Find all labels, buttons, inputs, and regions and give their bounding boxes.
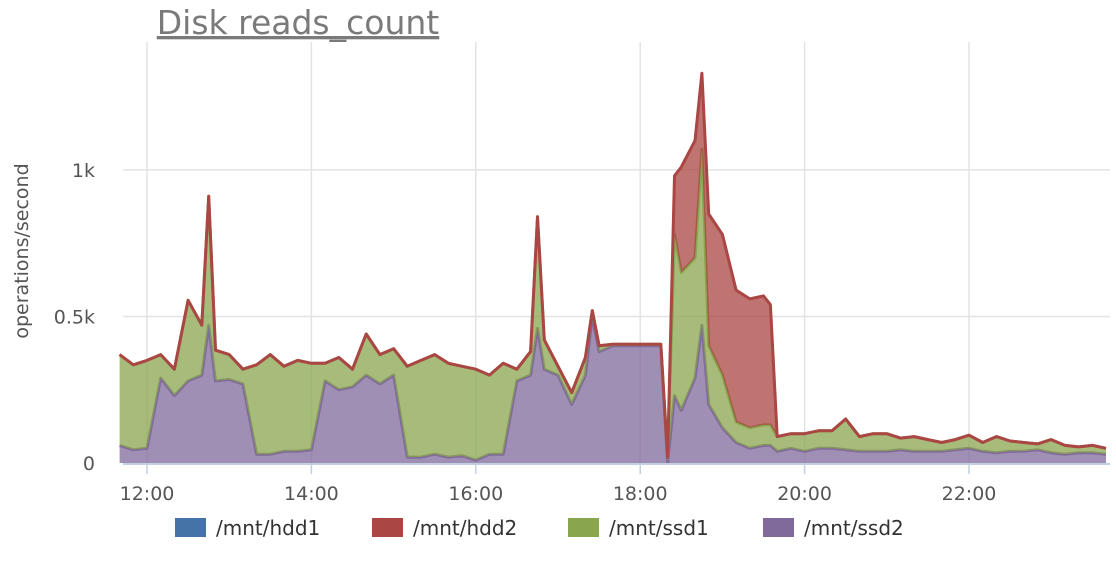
legend-label: /mnt/hdd1: [216, 516, 320, 540]
area-mnt-ssd2: [119, 316, 1107, 463]
legend-item[interactable]: /mnt/ssd1: [568, 516, 709, 540]
legend-swatch: [568, 518, 599, 537]
plot-areas: [118, 71, 1107, 465]
x-tick-label: 16:00: [448, 483, 503, 505]
legend-item[interactable]: /mnt/hdd2: [372, 516, 517, 540]
x-tick-label: 22:00: [942, 483, 997, 505]
x-tick-label: 14:00: [284, 483, 339, 505]
legend-swatch: [763, 518, 794, 537]
legend-swatch: [175, 518, 206, 537]
y-tick-label: 1k: [72, 160, 95, 182]
line-mnt-hdd2: [118, 71, 1107, 459]
legend: /mnt/hdd1/mnt/hdd2/mnt/ssd1/mnt/ssd2: [175, 516, 904, 540]
legend-swatch: [372, 518, 403, 537]
x-tick-label: 18:00: [613, 483, 668, 505]
x-axis-ticks: 12:00 14:00 16:00 18:00 20:00 22:00: [120, 464, 997, 505]
legend-label: /mnt/ssd1: [609, 516, 709, 540]
y-tick-label: 0.5k: [54, 306, 95, 328]
grid: [123, 42, 1110, 463]
y-axis-label: operations/second: [11, 163, 33, 338]
legend-label: /mnt/hdd2: [413, 516, 517, 540]
chart-title[interactable]: Disk reads_count: [157, 3, 440, 42]
x-tick-label: 12:00: [120, 483, 175, 505]
y-axis-ticks: 0 0.5k 1k: [54, 160, 95, 475]
y-tick-label: 0: [83, 453, 95, 475]
legend-label: /mnt/ssd2: [804, 516, 904, 540]
legend-item[interactable]: /mnt/ssd2: [763, 516, 904, 540]
legend-item[interactable]: /mnt/hdd1: [175, 516, 320, 540]
x-tick-label: 20:00: [777, 483, 832, 505]
